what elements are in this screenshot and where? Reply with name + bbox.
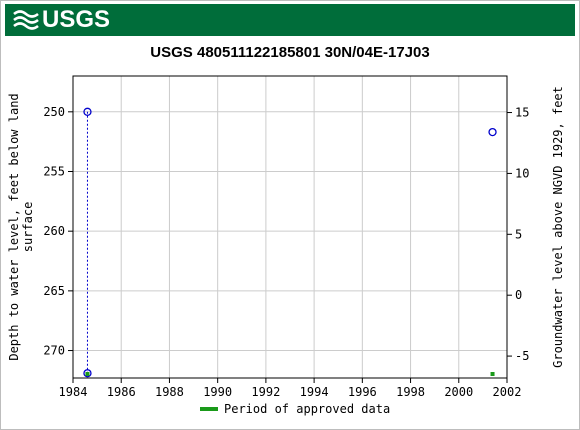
data-series xyxy=(83,107,497,378)
x-tick-label: 1996 xyxy=(348,385,377,399)
y-right-tick-label: 0 xyxy=(515,288,522,302)
y-left-tick-label: 270 xyxy=(43,344,65,358)
usgs-wave-icon xyxy=(13,10,39,30)
usgs-logo-text: USGS xyxy=(42,6,111,33)
x-tick-label: 1990 xyxy=(203,385,232,399)
usgs-banner: USGS xyxy=(5,4,575,36)
y-right-tick-label: 15 xyxy=(515,106,529,120)
approved-period-mark xyxy=(85,372,90,376)
data-point xyxy=(83,107,92,116)
legend-swatch xyxy=(200,407,218,411)
y-right-axis-label: Groundwater level above NGVD 1929, feet xyxy=(551,86,565,368)
y-left-tick-label: 250 xyxy=(43,105,65,119)
y-right-tick-label: 5 xyxy=(515,227,522,241)
y-right-axis-ticks: 15 10 5 0 -5 xyxy=(507,106,529,363)
grid-lines xyxy=(72,76,508,378)
x-tick-label: 1984 xyxy=(59,385,88,399)
y-left-tick-label: 255 xyxy=(43,164,65,178)
approved-period-mark xyxy=(490,372,495,376)
x-tick-label: 1998 xyxy=(396,385,425,399)
chart-title: USGS 480511122185801 30N/04E-17J03 xyxy=(150,44,430,61)
legend-label: Period of approved data xyxy=(224,402,391,416)
x-axis-ticks: 1984 1986 1988 1990 1992 1994 1996 1998 2000 2002 xyxy=(59,378,522,399)
y-left-axis-ticks: 250 255 260 265 270 xyxy=(43,105,73,358)
x-tick-label: 1994 xyxy=(300,385,329,399)
y-right-tick-label: 10 xyxy=(515,166,529,180)
approved-periods xyxy=(85,372,495,376)
y-left-axis-label-line1: Depth to water level, feet below land xyxy=(7,93,21,360)
plot-area-border xyxy=(72,75,508,379)
data-point xyxy=(83,369,92,378)
y-left-tick-label: 265 xyxy=(43,284,65,298)
x-tick-label: 1986 xyxy=(107,385,136,399)
y-left-axis-label: Depth to water level, feet below landsur… xyxy=(7,93,35,360)
y-left-axis-label-line2: surface xyxy=(21,202,35,253)
x-tick-label: 1988 xyxy=(155,385,184,399)
y-right-tick-label: -5 xyxy=(515,349,529,363)
y-left-tick-label: 260 xyxy=(43,224,65,238)
data-point xyxy=(488,127,497,137)
x-tick-label: 1992 xyxy=(251,385,280,399)
x-tick-label: 2000 xyxy=(444,385,473,399)
usgs-logo[interactable]: USGS xyxy=(13,6,111,33)
legend: Period of approved data xyxy=(200,402,390,416)
x-tick-label: 2002 xyxy=(493,385,522,399)
